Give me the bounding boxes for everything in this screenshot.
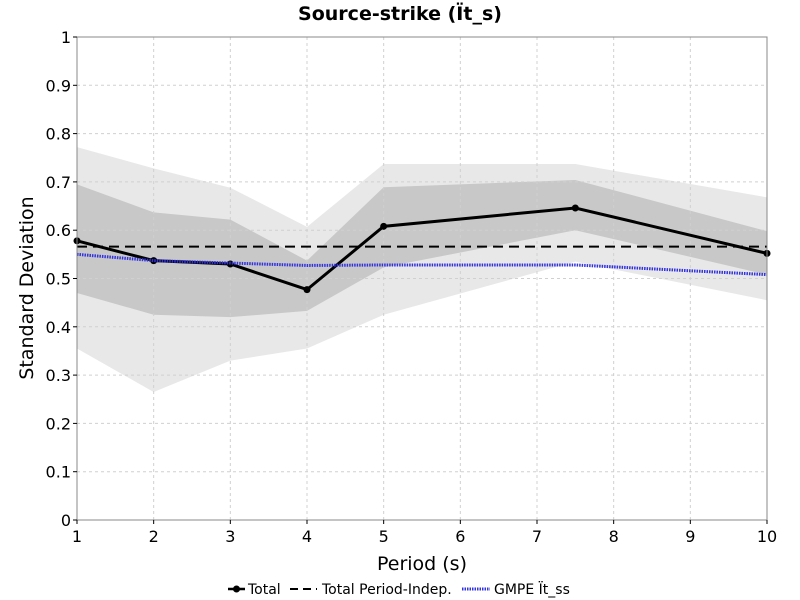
x-tick-label: 2 [149,527,159,546]
legend-label: Total Period-Indep. [321,582,452,598]
data-point [380,222,388,230]
x-axis-label: Period (s) [377,553,467,575]
y-tick-label: 0.9 [46,76,71,95]
legend-label: Total [247,582,281,598]
legend-item-3: GMPE Ït_ss [462,580,570,598]
x-tick-label: 10 [757,527,777,546]
y-axis-label: Standard Deviation [16,196,38,379]
data-point [150,257,158,265]
y-tick-label: 1 [61,28,71,47]
x-tick-label: 5 [379,527,389,546]
y-tick-label: 0.4 [46,318,71,337]
legend-marker [233,585,240,593]
y-tick-label: 0.7 [46,173,71,192]
data-point [571,204,579,212]
x-tick-label: 6 [455,527,465,546]
x-tick-label: 8 [609,527,619,546]
legend: Total Total Period-Indep. GMPE Ït_ss [228,580,570,598]
y-tick-label: 0.6 [46,221,71,240]
x-tick-label: 4 [302,527,312,546]
x-tick-label: 7 [532,527,542,546]
legend-item-2: Total Period-Indep. [290,582,452,598]
x-tick-label: 3 [225,527,235,546]
x-tick-label: 9 [685,527,695,546]
y-tick-label: 0.2 [46,414,71,433]
confidence-band-2 [77,179,767,318]
legend-item-1: Total [228,582,281,598]
legend-label: GMPE Ït_ss [494,580,570,598]
y-tick-label: 0.1 [46,463,71,482]
y-tick-label: 0.3 [46,366,71,385]
y-tick-label: 0 [61,511,71,530]
y-tick-label: 0.5 [46,270,71,289]
chart-title: Source-strike (Ït_s) [298,1,502,25]
y-tick-label: 0.8 [46,125,71,144]
x-tick-label: 1 [72,527,82,546]
series-line-gmpe [76,252,768,277]
data-point [303,286,311,294]
